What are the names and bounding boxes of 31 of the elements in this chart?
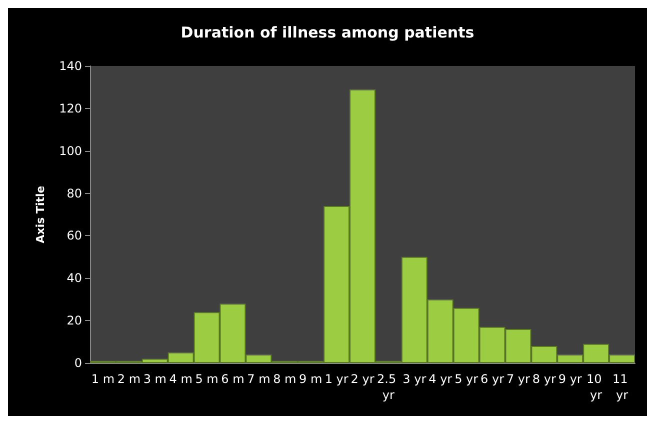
y-tick-label: 100 <box>59 144 82 158</box>
x-tick-label: 4 yr <box>428 372 452 386</box>
x-tick-label: 8 yr <box>532 372 556 386</box>
x-tick-label: 3 yr <box>402 372 426 386</box>
y-tick-label: 120 <box>59 101 82 116</box>
x-tick-label: 3 m <box>143 372 166 386</box>
x-tick-label: 9 yr <box>558 372 582 386</box>
x-tick-label: 7 yr <box>506 372 530 386</box>
x-tick-label: 6 yr <box>480 372 504 386</box>
y-axis-title: Axis Title <box>34 186 47 244</box>
y-tick-label: 60 <box>66 228 82 243</box>
x-tick-label: 7 m <box>247 372 270 386</box>
y-tick-label: 0 <box>74 356 82 370</box>
y-tick-label: 20 <box>66 314 82 328</box>
y-tick-label: 40 <box>66 271 82 286</box>
x-tick-label: 5 yr <box>454 372 478 386</box>
x-tick-label: 1 yr <box>324 372 348 386</box>
chart-title: Duration of illness among patients <box>180 24 474 42</box>
x-tick-label: 8 m <box>273 372 296 386</box>
x-tick-label: 4 m <box>169 372 192 386</box>
x-tick-label: 11 yr <box>612 372 632 402</box>
x-tick-label: 2 yr <box>350 372 374 386</box>
x-tick-label: 6 m <box>221 372 244 386</box>
x-tick-label: 2 m <box>117 372 140 386</box>
x-tick-label: 9 m <box>299 372 322 386</box>
y-tick-label: 140 <box>59 59 82 73</box>
x-tick-label: 5 m <box>195 372 218 386</box>
x-tick-label: 1 m <box>91 372 115 386</box>
x-tick-label: 2.5 yr <box>377 372 400 402</box>
x-tick-label: 10 yr <box>586 372 606 402</box>
y-tick-label: 80 <box>66 186 82 200</box>
